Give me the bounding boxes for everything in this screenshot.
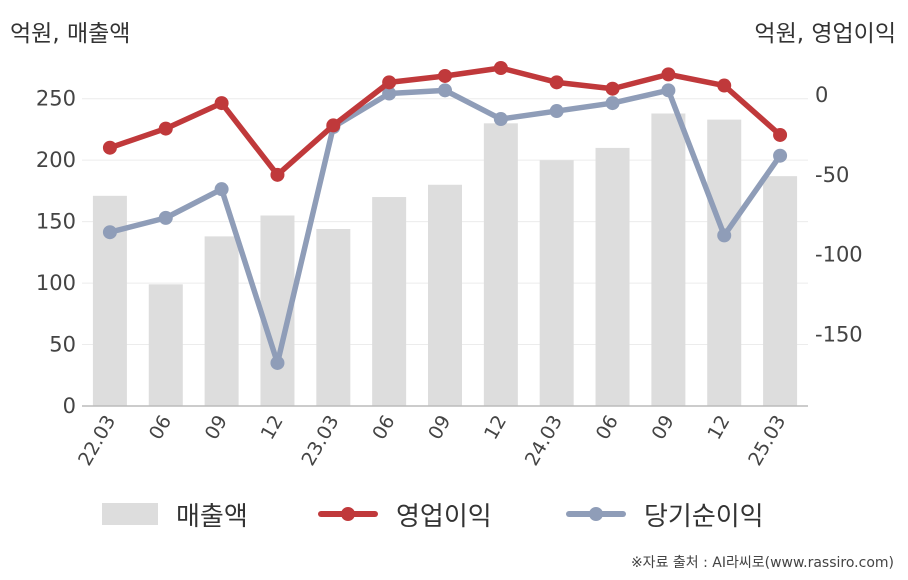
operating-profit-point — [605, 81, 620, 96]
operating-profit-point — [661, 67, 676, 82]
operating-profit-point — [158, 121, 173, 136]
operating-profit-point — [326, 118, 341, 133]
revenue-bar — [763, 176, 798, 406]
revenue-bar — [316, 229, 351, 406]
operating-profit-point — [493, 61, 508, 75]
legend-swatch-operating-profit — [318, 503, 378, 525]
x-tick-label: 06 — [368, 412, 399, 444]
x-tick-label: 06 — [592, 412, 623, 444]
legend-label-revenue: 매출액 — [176, 501, 248, 532]
right-tick-label: -50 — [815, 163, 849, 187]
revenue-bar — [148, 284, 183, 406]
x-tick-label: 06 — [145, 412, 176, 444]
net-income-point — [549, 104, 564, 119]
legend-label-net-income: 당기순이익 — [644, 501, 764, 532]
legend: 매출액 영업이익 당기순이익 — [0, 492, 908, 536]
x-tick-label: 25.03 — [744, 412, 790, 470]
x-tick-label: 12 — [257, 412, 288, 444]
legend-label-operating-profit: 영업이익 — [396, 501, 492, 532]
net-income-point — [214, 182, 229, 197]
net-income-point — [270, 355, 285, 370]
legend-item-revenue: 매출액 — [102, 492, 248, 536]
operating-profit-point — [214, 96, 229, 111]
net-income-point — [661, 83, 676, 98]
revenue-bar — [651, 113, 686, 406]
legend-item-operating-profit: 영업이익 — [318, 492, 492, 536]
revenue-bar — [372, 197, 407, 406]
x-tick-label: 22.03 — [74, 412, 120, 470]
net-income-point — [493, 112, 508, 127]
left-axis-unit: 억원, 매출액 — [10, 21, 131, 47]
operating-profit-point — [270, 167, 285, 182]
revenue-bar — [428, 184, 462, 406]
right-tick-label: 0 — [815, 83, 828, 107]
combo-chart: 0 50 100 150 200 250 0 -50 -100 -150 22.03 06 09 12 23… — [36, 61, 863, 470]
net-income-point — [717, 228, 732, 243]
operating-profit-point — [717, 78, 732, 93]
operating-profit-point — [438, 68, 452, 83]
legend-swatch-revenue — [102, 503, 158, 525]
left-tick-label: 0 — [63, 394, 76, 418]
left-tick-label: 50 — [49, 333, 76, 357]
operating-profit-point — [773, 127, 788, 142]
revenue-bar — [204, 236, 239, 406]
right-tick-label: -100 — [815, 243, 863, 267]
right-axis-unit: 억원, 영업이익 — [754, 21, 896, 47]
left-tick-label: 250 — [36, 87, 76, 111]
revenue-bar — [707, 119, 742, 406]
operating-profit-point — [549, 75, 564, 90]
legend-item-net-income: 당기순이익 — [566, 492, 764, 536]
right-tick-label: -150 — [815, 322, 863, 346]
x-tick-label: 12 — [480, 412, 511, 444]
x-tick-label: 12 — [703, 412, 734, 444]
x-tick-label: 23.03 — [297, 412, 343, 470]
left-tick-label: 150 — [36, 210, 76, 234]
left-tick-label: 100 — [36, 271, 76, 295]
revenue-bar — [595, 147, 630, 406]
net-income-point — [158, 210, 173, 225]
source-note: ※자료 출처 : AI라씨로(www.rassiro.com) — [630, 555, 894, 571]
operating-profit-point — [382, 75, 397, 90]
x-tick-label: 09 — [424, 412, 455, 444]
x-tick-label: 24.03 — [521, 412, 567, 470]
left-tick-label: 200 — [36, 148, 76, 172]
operating-profit-point — [102, 140, 117, 155]
net-income-point — [382, 86, 397, 101]
x-tick-label: 09 — [201, 412, 232, 444]
net-income-point — [102, 225, 117, 240]
net-income-point — [773, 148, 788, 163]
revenue-bar — [539, 160, 574, 406]
net-income-point — [605, 96, 620, 111]
x-tick-label: 09 — [648, 412, 679, 444]
net-income-point — [438, 83, 452, 98]
legend-swatch-net-income — [566, 503, 626, 525]
revenue-bar — [483, 123, 518, 407]
